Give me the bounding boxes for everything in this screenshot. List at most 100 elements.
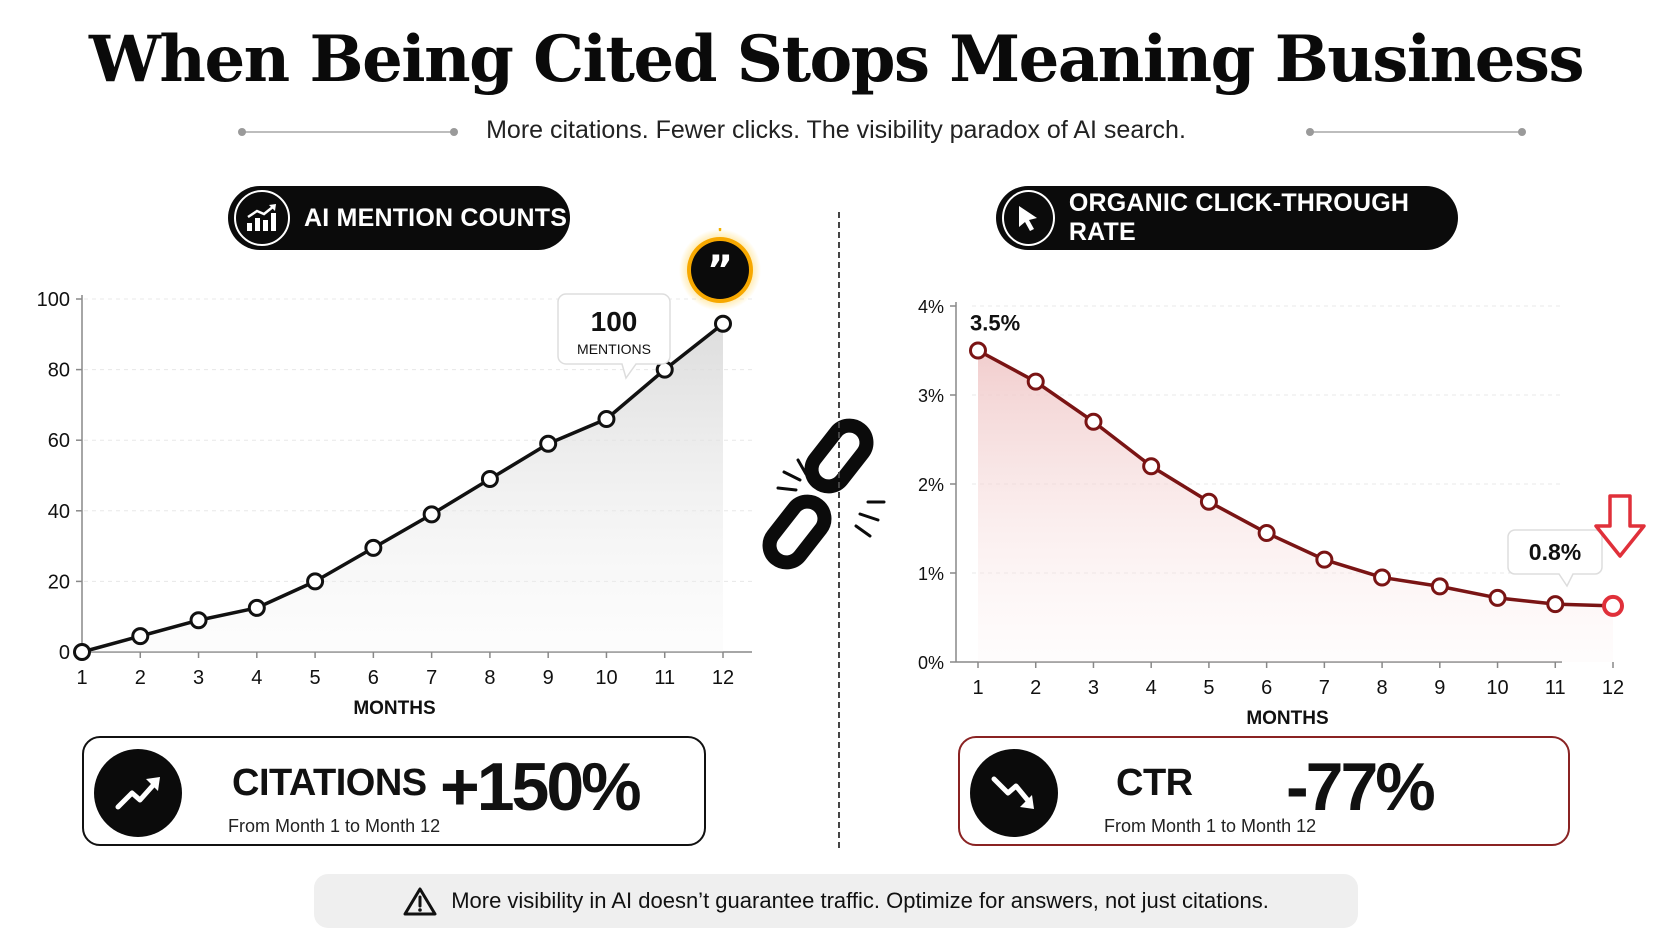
series-line (81, 322, 725, 654)
y-tick-label: 100 (37, 289, 70, 311)
data-point (969, 341, 987, 360)
x-axis-label: MONTHS (1246, 708, 1328, 729)
ctr-stat-card: CTR -77% From Month 1 to Month 12 (958, 736, 1570, 846)
x-tick-label: 4 (1146, 677, 1157, 699)
footer-banner: More visibility in AI doesn’t guarantee … (314, 874, 1358, 928)
citations-stat-sub: From Month 1 to Month 12 (228, 816, 441, 836)
x-tick-label: 6 (368, 667, 379, 689)
bar-chart-trend-icon (234, 190, 290, 246)
data-point (247, 598, 266, 617)
ai-mentions-pill: AI MENTION COUNTS (228, 186, 570, 250)
x-tick-label: 1 (972, 677, 983, 699)
ctr-start-label: 3.5% (970, 311, 1020, 336)
x-tick-label: 12 (1602, 677, 1624, 699)
mentions-callout (557, 293, 671, 380)
y-tick-label: 2% (918, 475, 944, 495)
x-tick-label: 3 (193, 667, 204, 689)
ctr-stat-value: -77% (1286, 749, 1436, 825)
series-area (978, 350, 1613, 662)
data-point (131, 627, 150, 646)
x-tick-label: 5 (1203, 677, 1214, 699)
warning-icon (403, 887, 437, 916)
data-point (422, 505, 441, 524)
x-tick-label: 10 (1486, 677, 1508, 699)
data-point (189, 611, 208, 630)
x-tick-label: 12 (712, 667, 734, 689)
citations-stat-label: CITATIONS (232, 762, 427, 804)
broken-link-icon (762, 418, 886, 570)
x-tick-label: 4 (251, 667, 262, 689)
data-point (1602, 594, 1624, 617)
data-point (1199, 492, 1218, 511)
data-point (1084, 412, 1103, 431)
page-subtitle: More citations. Fewer clicks. The visibi… (486, 116, 1186, 144)
x-tick-label: 7 (1319, 677, 1330, 699)
x-tick-label: 7 (426, 667, 437, 689)
y-tick-label: 60 (48, 430, 70, 452)
x-tick-label: 6 (1261, 677, 1272, 699)
citations-stat-card: CITATIONS +150% From Month 1 to Month 12 (82, 736, 706, 846)
data-point (1026, 372, 1045, 391)
page-title: When Being Cited Stops Meaning Business (89, 22, 1584, 97)
cursor-arrow-icon (1002, 190, 1055, 246)
series-line (977, 348, 1614, 608)
x-tick-label: 8 (484, 667, 495, 689)
x-tick-label: 10 (595, 667, 617, 689)
y-tick-label: 1% (918, 564, 944, 584)
x-tick-label: 9 (1434, 677, 1445, 699)
y-tick-label: 3% (918, 386, 944, 406)
x-tick-label: 9 (543, 667, 554, 689)
data-point (1373, 568, 1392, 587)
data-point (306, 572, 325, 591)
ctr-callout-value: 0.8% (1529, 539, 1581, 565)
data-point (73, 643, 91, 661)
x-tick-label: 11 (1545, 677, 1566, 699)
x-tick-label: 11 (654, 667, 675, 689)
y-tick-label: 4% (918, 297, 944, 317)
ctr-pill: ORGANIC CLICK-THROUGH RATE (996, 186, 1458, 250)
mentions-callout-value: 100 (591, 306, 638, 337)
data-point (1142, 457, 1161, 476)
ai-mentions-pill-label: AI MENTION COUNTS (304, 203, 568, 232)
data-point (480, 470, 499, 489)
down-arrow-icon (1594, 494, 1646, 558)
y-tick-label: 20 (48, 571, 70, 593)
x-tick-label: 2 (135, 667, 146, 689)
ctr-stat-sub: From Month 1 to Month 12 (1104, 816, 1317, 836)
panel-divider (838, 212, 840, 848)
data-point (1257, 523, 1276, 542)
x-axis-label: MONTHS (353, 698, 435, 719)
trend-down-icon (970, 749, 1058, 837)
svg-text:”: ” (707, 248, 733, 294)
y-tick-label: 0% (918, 653, 944, 673)
y-tick-label: 40 (48, 501, 70, 523)
data-point (1315, 550, 1334, 569)
y-tick-label: 80 (48, 360, 70, 382)
quote-icon: ” (679, 228, 761, 311)
x-tick-label: 5 (310, 667, 321, 689)
data-point (597, 410, 616, 429)
mentions-callout-unit: MENTIONS (577, 341, 651, 357)
x-tick-label: 8 (1377, 677, 1388, 699)
subtitle-rule-left (238, 128, 458, 136)
data-point (1488, 588, 1507, 607)
subtitle-rule-right (1306, 128, 1526, 136)
ctr-pill-label: ORGANIC CLICK-THROUGH RATE (1068, 189, 1410, 246)
data-point (714, 314, 732, 333)
x-tick-label: 1 (76, 667, 87, 689)
data-point (364, 538, 383, 557)
y-tick-label: 0 (59, 642, 70, 664)
x-tick-label: 3 (1088, 677, 1099, 699)
ctr-stat-label: CTR (1116, 762, 1193, 804)
series-area (82, 323, 723, 652)
citations-stat-value: +150% (440, 749, 642, 825)
data-point (539, 434, 558, 453)
footer-text: More visibility in AI doesn’t guarantee … (451, 888, 1269, 913)
x-tick-label: 2 (1030, 677, 1041, 699)
trend-up-icon (94, 749, 182, 837)
subtitle-row: More citations. Fewer clicks. The visibi… (0, 112, 1672, 148)
data-point (1546, 595, 1565, 614)
